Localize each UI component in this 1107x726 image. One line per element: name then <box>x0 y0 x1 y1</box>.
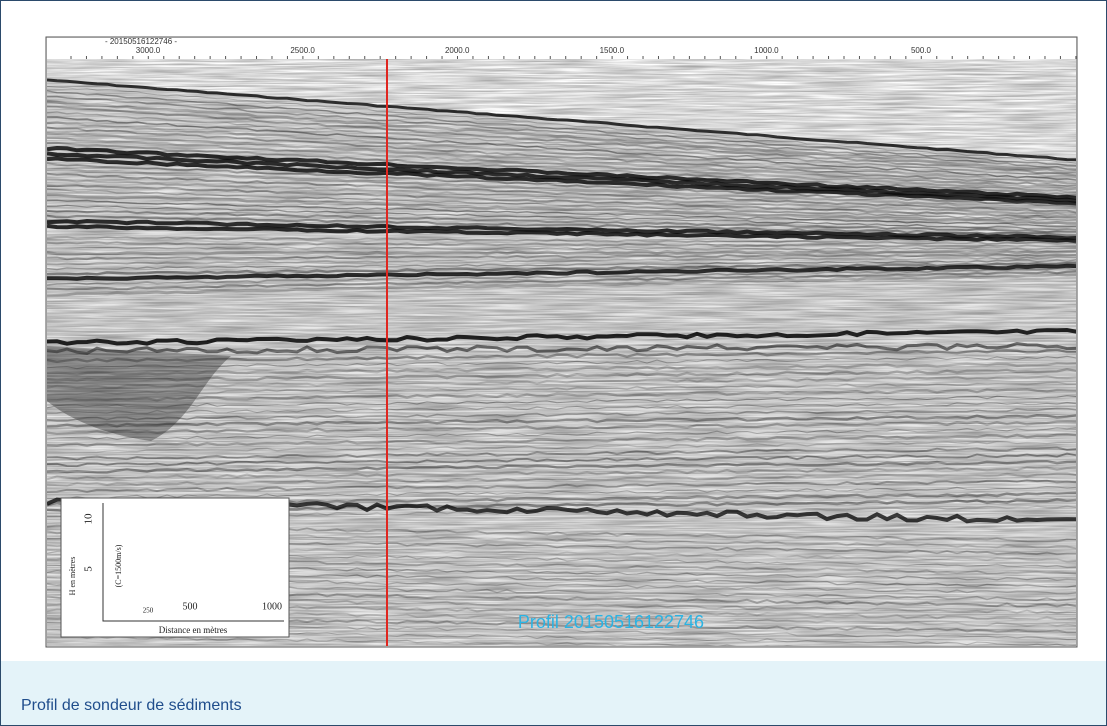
height-label: 10 <box>83 513 95 525</box>
ruler-label: 1500.0 <box>600 46 625 55</box>
profile-id: - 20150516122746 - <box>105 37 177 46</box>
height-title: H en mètres <box>68 557 77 596</box>
ruler-label: 500.0 <box>911 46 932 55</box>
distance-label: 1000 <box>262 601 282 612</box>
figure: - 20150516122746 - 3000.0 2500.0 2000.0 150… <box>1 1 1106 661</box>
ruler-label: 3000.0 <box>136 46 161 55</box>
distance-label: 500 <box>183 601 198 612</box>
profile-label: Profil 20150516122746 <box>518 612 704 632</box>
distance-title: Distance en mètres <box>159 625 228 635</box>
velocity: (C=1500m/s) <box>114 544 123 587</box>
caption: Profil de sondeur de sédiments <box>21 697 242 715</box>
distance-label: 250 <box>143 607 154 615</box>
caption-bar: Profil de sondeur de sédiments <box>1 661 1106 725</box>
ruler-label: 1000.0 <box>754 46 779 55</box>
scale-box: 10 5 H en mètres (C=1500m/s) 250 500 100… <box>61 498 289 637</box>
height-label: 5 <box>83 566 95 572</box>
ruler-label: 2500.0 <box>290 46 315 55</box>
scale-frame <box>61 498 289 637</box>
ruler-label: 2000.0 <box>445 46 470 55</box>
page: - 20150516122746 - 3000.0 2500.0 2000.0 150… <box>0 0 1107 726</box>
